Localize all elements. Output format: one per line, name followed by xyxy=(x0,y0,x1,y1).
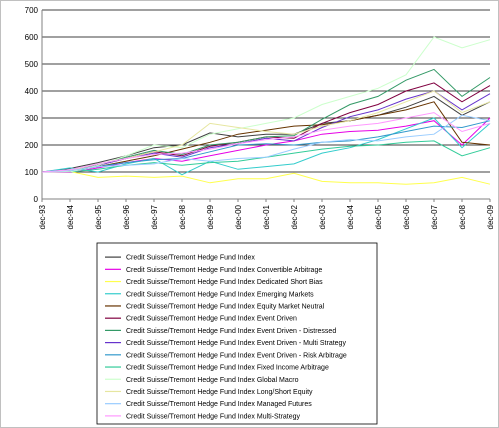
legend-label-5: Credit Suisse/Tremont Hedge Fund Index E… xyxy=(126,303,325,310)
y-tick-label: 600 xyxy=(25,33,39,42)
x-tick-label: dec-04 xyxy=(346,204,355,229)
y-tick-label: 200 xyxy=(25,141,39,150)
x-tick-label: dec-95 xyxy=(94,204,103,229)
legend-label-12: Credit Suisse/Tremont Hedge Fund Index L… xyxy=(126,389,313,396)
x-tick-label: dec-97 xyxy=(150,204,159,229)
x-tick-label: dec-99 xyxy=(206,204,215,229)
x-tick-label: dec-00 xyxy=(234,204,243,229)
legend-label-8: Credit Suisse/Tremont Hedge Fund Index E… xyxy=(126,340,346,347)
legend-box xyxy=(96,242,378,425)
y-tick-label: 400 xyxy=(25,87,39,96)
x-tick-label: dec-02 xyxy=(290,204,299,229)
x-tick-label: dec-07 xyxy=(430,204,439,229)
series-line-5 xyxy=(41,101,491,173)
legend: Credit Suisse/Tremont Hedge Fund Index Cr… xyxy=(96,242,378,425)
legend-label-13: Credit Suisse/Tremont Hedge Fund Index M… xyxy=(126,401,312,408)
x-tick-label: dec-05 xyxy=(374,204,383,229)
y-tick-label: 700 xyxy=(25,6,39,15)
legend-label-11: Credit Suisse/Tremont Hedge Fund Index G… xyxy=(126,377,299,384)
y-tick-label: 500 xyxy=(25,60,39,69)
x-tick-label: dec-06 xyxy=(402,204,411,229)
x-tick-label: dec-96 xyxy=(122,204,131,229)
x-tick-label: dec-94 xyxy=(66,204,75,229)
legend-label-6: Credit Suisse/Tremont Hedge Fund Index E… xyxy=(126,316,297,323)
series-line-3 xyxy=(41,170,491,185)
legend-label-14: Credit Suisse/Tremont Hedge Fund Index M… xyxy=(126,413,301,420)
plot-background xyxy=(42,10,490,199)
y-tick-label: 300 xyxy=(25,114,39,123)
y-tick-label: 100 xyxy=(25,168,39,177)
legend-label-7: Credit Suisse/Tremont Hedge Fund Index E… xyxy=(126,328,336,335)
legend-label-4: Credit Suisse/Tremont Hedge Fund Index E… xyxy=(126,291,314,298)
series-line-1 xyxy=(41,95,491,173)
series-line-13 xyxy=(41,114,491,173)
x-tick-label: dec-93 xyxy=(38,204,47,229)
legend-label-2: Credit Suisse/Tremont Hedge Fund Index C… xyxy=(126,267,322,274)
series-line-9 xyxy=(41,120,491,173)
legend-label-10: Credit Suisse/Tremont Hedge Fund Index F… xyxy=(126,365,329,372)
legend-label-3: Credit Suisse/Tremont Hedge Fund Index D… xyxy=(126,279,323,286)
x-tick-label: dec-08 xyxy=(458,204,467,229)
legend-label-1: Credit Suisse/Tremont Hedge Fund Index xyxy=(126,255,255,262)
x-tick-label: dec-03 xyxy=(318,204,327,229)
y-tick-label: 0 xyxy=(34,195,39,204)
x-tick-label: dec-01 xyxy=(262,204,271,229)
series-line-14 xyxy=(41,112,491,173)
legend-label-9: Credit Suisse/Tremont Hedge Fund Index E… xyxy=(126,352,347,359)
plot-area: 0 100 200 300 400 500 600 700 dec-93 dec-94 dec-95… xyxy=(25,6,495,229)
x-tick-label: dec-09 xyxy=(486,204,495,229)
series-line-11 xyxy=(42,36,491,173)
x-tick-label: dec-98 xyxy=(178,204,187,229)
